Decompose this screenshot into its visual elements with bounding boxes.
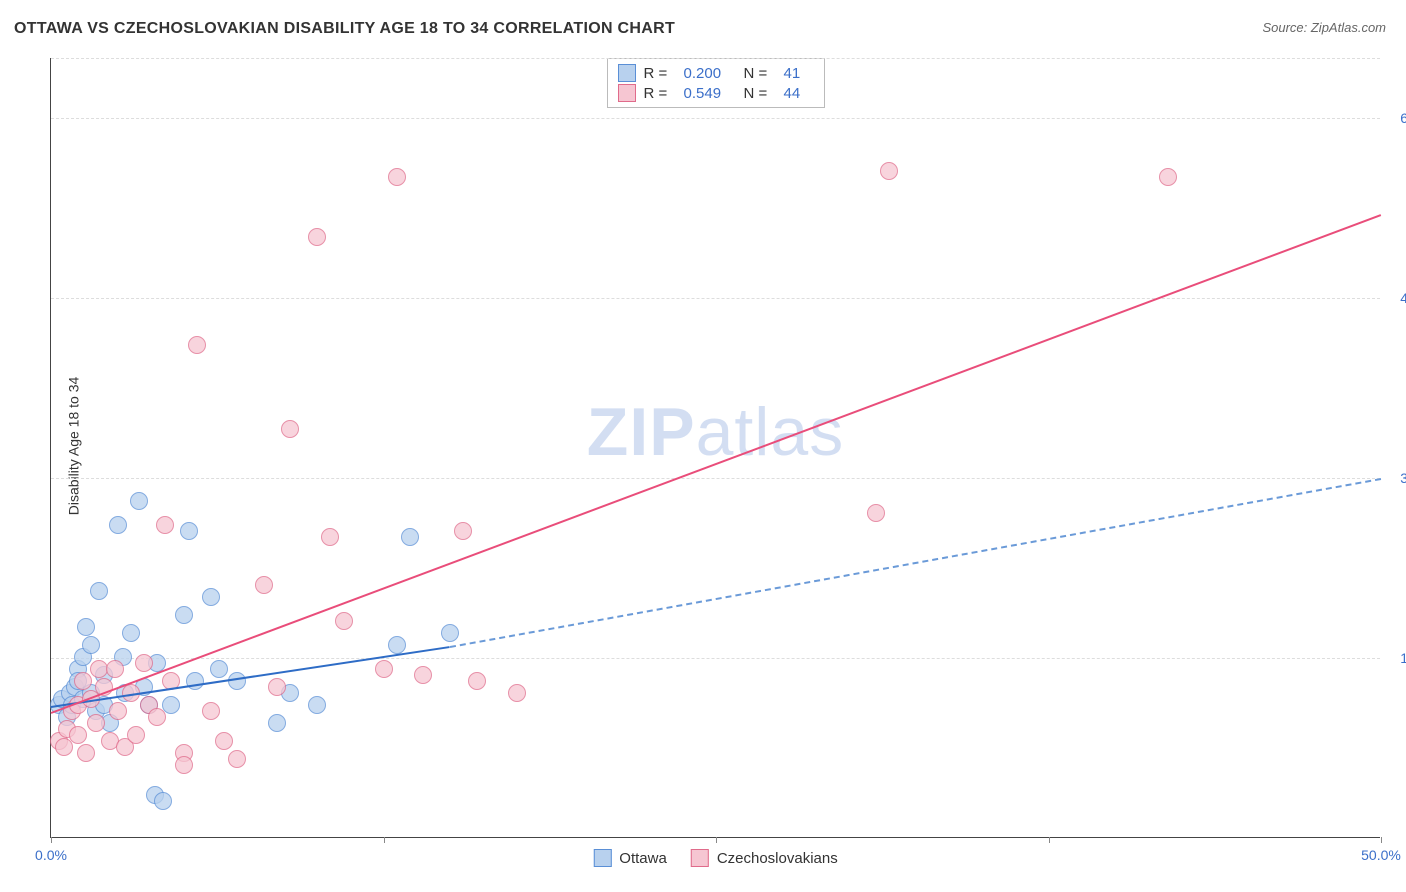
legend-swatch (593, 849, 611, 867)
legend-swatch (691, 849, 709, 867)
gridline (51, 478, 1380, 479)
watermark-bold: ZIP (587, 394, 696, 470)
x-tick (716, 837, 717, 843)
data-point (135, 654, 153, 672)
data-point (109, 702, 127, 720)
data-point (508, 684, 526, 702)
data-point (109, 516, 127, 534)
data-point (77, 744, 95, 762)
trend-line (51, 214, 1382, 714)
legend-n-value: 41 (784, 65, 814, 82)
legend-label: Ottawa (619, 850, 667, 867)
legend-r-label: R = (644, 65, 676, 82)
data-point (202, 702, 220, 720)
data-point (156, 516, 174, 534)
legend-r-label: R = (644, 85, 676, 102)
data-point (401, 528, 419, 546)
data-point (127, 726, 145, 744)
x-tick (384, 837, 385, 843)
data-point (468, 672, 486, 690)
gridline (51, 118, 1380, 119)
data-point (880, 162, 898, 180)
legend-item: Czechoslovakians (691, 849, 838, 867)
data-point (867, 504, 885, 522)
data-point (180, 522, 198, 540)
data-point (1159, 168, 1177, 186)
data-point (454, 522, 472, 540)
data-point (188, 336, 206, 354)
data-point (388, 168, 406, 186)
data-point (308, 696, 326, 714)
data-point (175, 756, 193, 774)
x-tick (51, 837, 52, 843)
data-point (268, 714, 286, 732)
data-point (308, 228, 326, 246)
data-point (122, 624, 140, 642)
data-point (228, 750, 246, 768)
data-point (74, 672, 92, 690)
chart-title: OTTAWA VS CZECHOSLOVAKIAN DISABILITY AGE… (14, 20, 675, 38)
data-point (130, 492, 148, 510)
legend-item: Ottawa (593, 849, 667, 867)
correlation-legend: R = 0.200 N = 41 R = 0.549 N = 44 (607, 58, 825, 108)
legend-row: R = 0.549 N = 44 (618, 83, 814, 103)
data-point (375, 660, 393, 678)
legend-n-value: 44 (784, 85, 814, 102)
trend-line (450, 478, 1381, 648)
data-point (441, 624, 459, 642)
gridline (51, 658, 1380, 659)
data-point (210, 660, 228, 678)
data-point (154, 792, 172, 810)
x-tick (1049, 837, 1050, 843)
data-point (87, 714, 105, 732)
data-point (90, 582, 108, 600)
data-point (268, 678, 286, 696)
data-point (281, 420, 299, 438)
data-point (77, 618, 95, 636)
data-point (215, 732, 233, 750)
data-point (82, 636, 100, 654)
legend-r-value: 0.200 (684, 65, 736, 82)
data-point (228, 672, 246, 690)
watermark-rest: atlas (696, 394, 845, 470)
data-point (69, 726, 87, 744)
y-tick-label: 15.0% (1385, 650, 1406, 666)
chart-container: OTTAWA VS CZECHOSLOVAKIAN DISABILITY AGE… (0, 0, 1406, 892)
y-tick-label: 60.0% (1385, 110, 1406, 126)
legend-n-label: N = (744, 85, 776, 102)
x-tick (1381, 837, 1382, 843)
source-attribution: Source: ZipAtlas.com (1262, 20, 1386, 35)
data-point (106, 660, 124, 678)
data-point (414, 666, 432, 684)
legend-swatch (618, 64, 636, 82)
data-point (388, 636, 406, 654)
legend-r-value: 0.549 (684, 85, 736, 102)
x-tick-label: 50.0% (1361, 847, 1401, 863)
plot-area: ZIPatlas R =0.200N =41R =0.549N =44 Otta… (50, 58, 1380, 838)
data-point (175, 606, 193, 624)
x-tick-label: 0.0% (35, 847, 67, 863)
data-point (148, 708, 166, 726)
data-point (321, 528, 339, 546)
legend-swatch (618, 84, 636, 102)
data-point (335, 612, 353, 630)
y-tick-label: 45.0% (1385, 290, 1406, 306)
data-point (255, 576, 273, 594)
gridline (51, 298, 1380, 299)
gridline (51, 58, 1380, 59)
y-tick-label: 30.0% (1385, 470, 1406, 486)
series-legend: Ottawa Czechoslovakians (593, 849, 837, 867)
watermark: ZIPatlas (587, 393, 844, 471)
data-point (202, 588, 220, 606)
legend-row: R = 0.200 N = 41 (618, 63, 814, 83)
legend-label: Czechoslovakians (717, 850, 838, 867)
legend-n-label: N = (744, 65, 776, 82)
